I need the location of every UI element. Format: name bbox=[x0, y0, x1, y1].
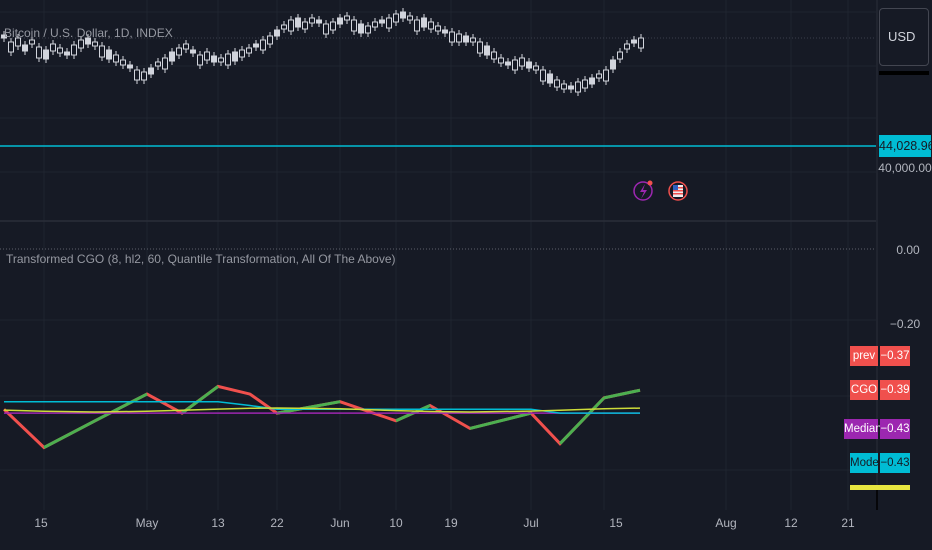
cgo-up-segment bbox=[94, 392, 148, 423]
legend-prev-value: −0.37 bbox=[880, 346, 910, 366]
axis-minus20-label: −0.20 bbox=[890, 317, 921, 331]
symbol-title[interactable]: Bitcoin / U.S. Dollar, 1D, INDEX bbox=[4, 26, 173, 40]
cgo-up-segment bbox=[181, 385, 219, 415]
yellow-marker bbox=[850, 485, 910, 490]
time-axis-label: 13 bbox=[211, 516, 225, 530]
price-label: 44,028.96 bbox=[879, 135, 932, 157]
time-axis-label: 12 bbox=[784, 516, 798, 530]
time-axis-label: 15 bbox=[609, 516, 623, 530]
time-axis-label: Jun bbox=[330, 516, 349, 530]
time-axis-label: May bbox=[136, 516, 159, 530]
partial-axis-label: 40,000.00 bbox=[878, 161, 932, 175]
time-axis-label: Jul bbox=[523, 516, 538, 530]
cgo-up-segment bbox=[558, 396, 606, 445]
price-candles bbox=[1, 8, 644, 96]
cgo-up-segment bbox=[276, 400, 341, 415]
legend-median-label: Median bbox=[844, 419, 882, 439]
currency-underline bbox=[879, 71, 929, 75]
legend-median-value: −0.43 bbox=[880, 419, 910, 439]
cgo-up-segment bbox=[469, 411, 532, 430]
time-axis-label: 10 bbox=[389, 516, 403, 530]
time-axis-label: 19 bbox=[444, 516, 458, 530]
us-flag-event-icon[interactable] bbox=[668, 181, 688, 201]
currency-label: USD bbox=[888, 29, 916, 44]
indicator-title[interactable]: Transformed CGO (8, hl2, 60, Quantile Tr… bbox=[6, 252, 396, 266]
time-axis-label: Aug bbox=[715, 516, 736, 530]
time-axis-label: 15 bbox=[34, 516, 48, 530]
indicator-plot bbox=[2, 384, 641, 450]
flash-event-icon[interactable] bbox=[633, 180, 653, 201]
legend-cgo-label: CGO bbox=[850, 380, 878, 400]
time-axis-label: 22 bbox=[270, 516, 284, 530]
yellow-series-line bbox=[3, 407, 641, 413]
legend-mode-value: −0.43 bbox=[880, 453, 910, 473]
currency-button[interactable]: USD bbox=[879, 8, 929, 66]
legend-cgo-value: −0.39 bbox=[880, 380, 910, 400]
cgo-up-segment bbox=[603, 388, 641, 400]
legend-prev-label: prev bbox=[850, 346, 878, 366]
axis-zero-label: 0.00 bbox=[896, 243, 920, 257]
time-axis[interactable]: 15 May 13 22 Jun 10 19 Jul 15 Aug 12 21 bbox=[34, 516, 855, 530]
legend-mode-label: Mode bbox=[850, 453, 879, 473]
cgo-up-segment bbox=[43, 419, 96, 449]
time-axis-label: 21 bbox=[841, 516, 855, 530]
